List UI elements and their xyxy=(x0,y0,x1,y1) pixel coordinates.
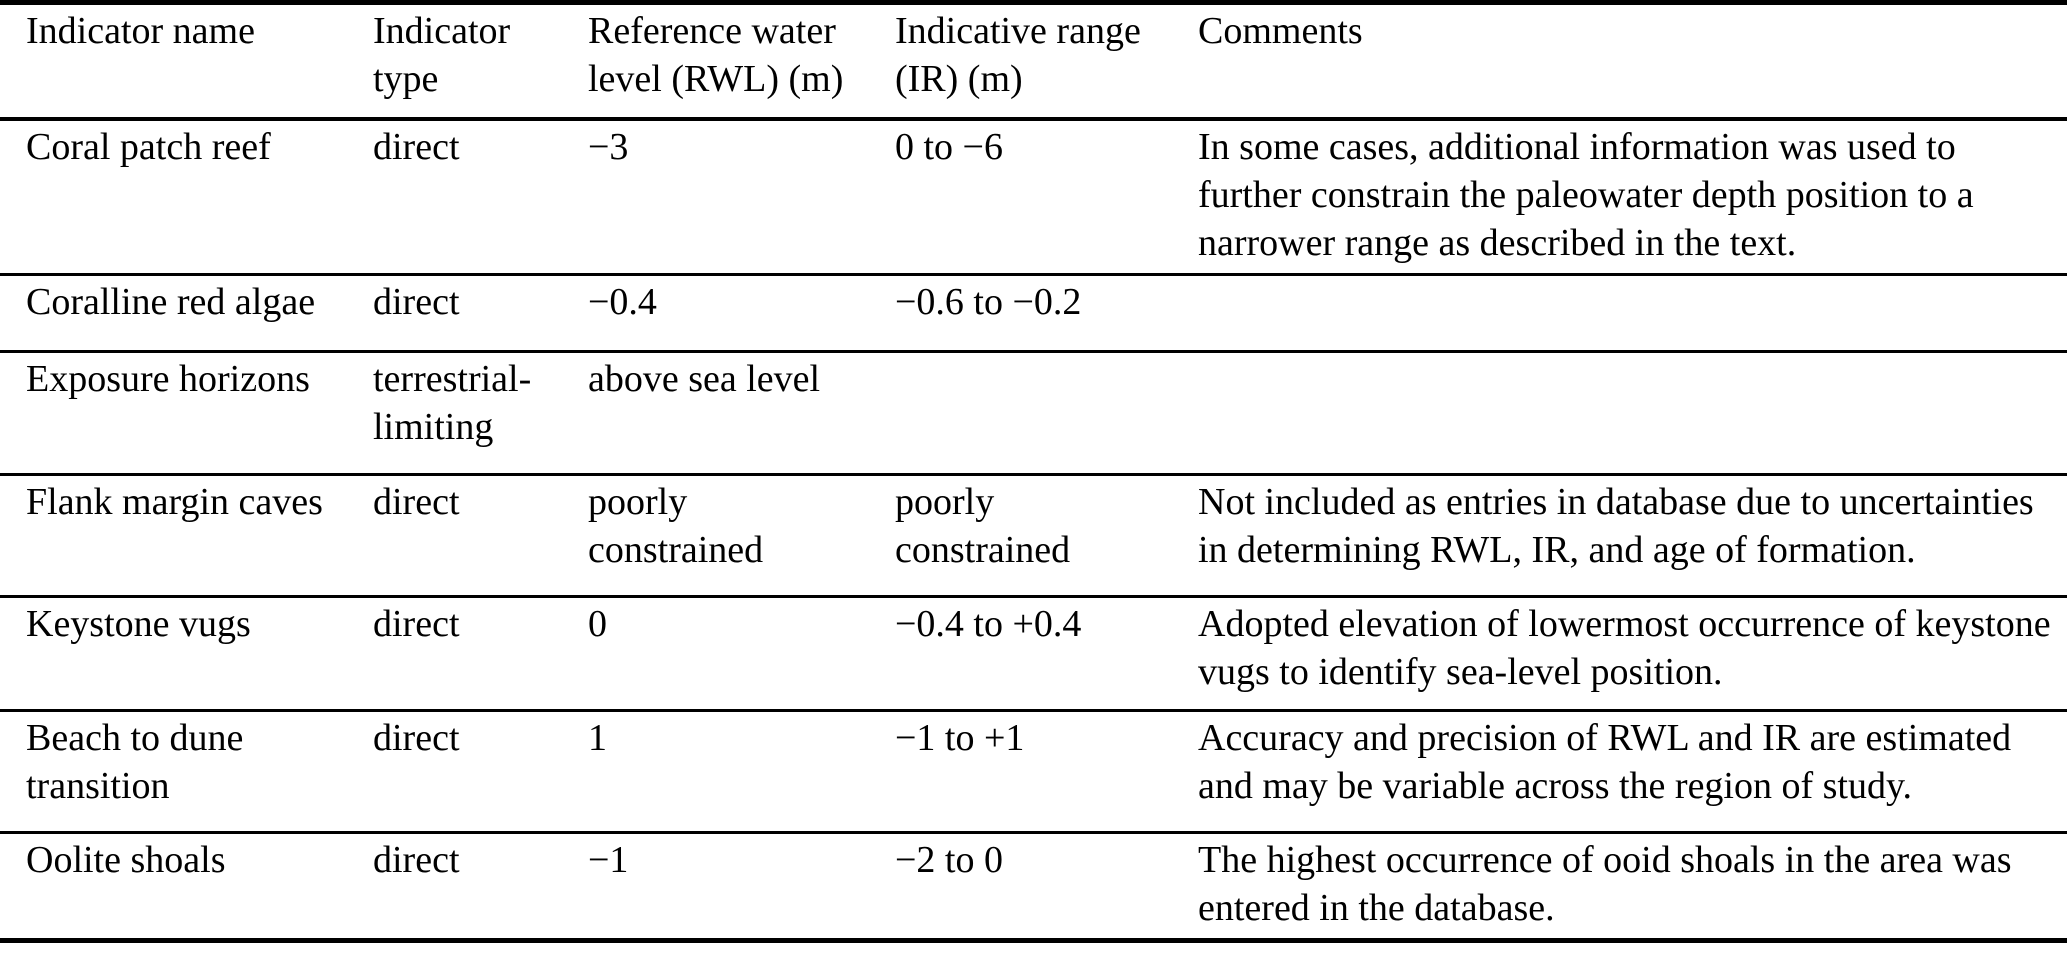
column-header-reference-water-level: Reference water level (RWL) (m) xyxy=(588,2,895,121)
cell-indicator-name: Exposure horizons xyxy=(0,351,373,476)
column-header-indicator-name: Indicator name xyxy=(0,2,373,121)
column-header-indicative-range: Indicative range (IR) (m) xyxy=(895,2,1198,121)
cell-ir: −0.6 to −0.2 xyxy=(895,274,1198,353)
cell-indicator-type: direct xyxy=(373,474,588,598)
header-row: Indicator name Indicator type Reference … xyxy=(0,2,2067,121)
cell-comments: The highest occurrence of ooid shoals in… xyxy=(1198,839,2012,929)
table-row: Flank margin caves direct poorly constra… xyxy=(0,474,2067,598)
cell-rwl: −0.4 xyxy=(588,274,895,353)
table-row: Oolite shoals direct −1 −2 to 0 The high… xyxy=(0,833,2067,941)
cell-indicator-type: direct xyxy=(373,274,588,353)
table-row: Coral patch reef direct −3 0 to −6 In so… xyxy=(0,118,2067,276)
cell-indicator-name: Flank margin caves xyxy=(0,474,373,598)
cell-comments: Not included as entries in database due … xyxy=(1198,474,2067,598)
cell-comments: Accuracy and precision of RWL and IR are… xyxy=(1198,710,2067,834)
cell-rwl: above sea level xyxy=(588,351,895,476)
column-header-comments: Comments xyxy=(1198,2,2067,121)
cell-ir: −2 to 0 xyxy=(895,839,1003,881)
cell-ir: 0 to −6 xyxy=(895,118,1198,276)
cell-rwl: −1 xyxy=(588,839,629,881)
cell-indicator-type: direct xyxy=(373,839,460,881)
cell-indicator-name: Coral patch reef xyxy=(0,118,373,276)
table-row: Exposure horizons terrestrial-limiting a… xyxy=(0,351,2067,476)
table-row: Keystone vugs direct 0 −0.4 to +0.4 Adop… xyxy=(0,596,2067,712)
cell-indicator-name: Beach to dune transition xyxy=(0,710,373,834)
cell-indicator-type: direct xyxy=(373,710,588,834)
cell-comments: Adopted elevation of lowermost occurrenc… xyxy=(1198,596,2067,712)
table-row: Beach to dune transition direct 1 −1 to … xyxy=(0,710,2067,834)
cell-indicator-name: Oolite shoals xyxy=(26,839,226,881)
cell-comments xyxy=(1198,351,2067,476)
cell-indicator-name: Coralline red algae xyxy=(0,274,373,353)
cell-ir: poorly constrained xyxy=(895,474,1198,598)
cell-ir: −0.4 to +0.4 xyxy=(895,596,1198,712)
cell-ir xyxy=(895,351,1198,476)
cell-rwl: 1 xyxy=(588,710,895,834)
cell-rwl: poorly constrained xyxy=(588,474,895,598)
table-row: Coralline red algae direct −0.4 −0.6 to … xyxy=(0,274,2067,353)
cell-indicator-type: terrestrial-limiting xyxy=(373,351,588,476)
cell-ir: −1 to +1 xyxy=(895,710,1198,834)
cell-indicator-type: direct xyxy=(373,596,588,712)
cell-comments: In some cases, additional information wa… xyxy=(1198,118,2067,276)
cell-comments xyxy=(1198,274,2067,353)
column-header-indicator-type: Indicator type xyxy=(373,2,588,121)
cell-indicator-name: Keystone vugs xyxy=(0,596,373,712)
cell-rwl: −3 xyxy=(588,118,895,276)
cell-rwl: 0 xyxy=(588,596,895,712)
cell-indicator-type: direct xyxy=(373,118,588,276)
